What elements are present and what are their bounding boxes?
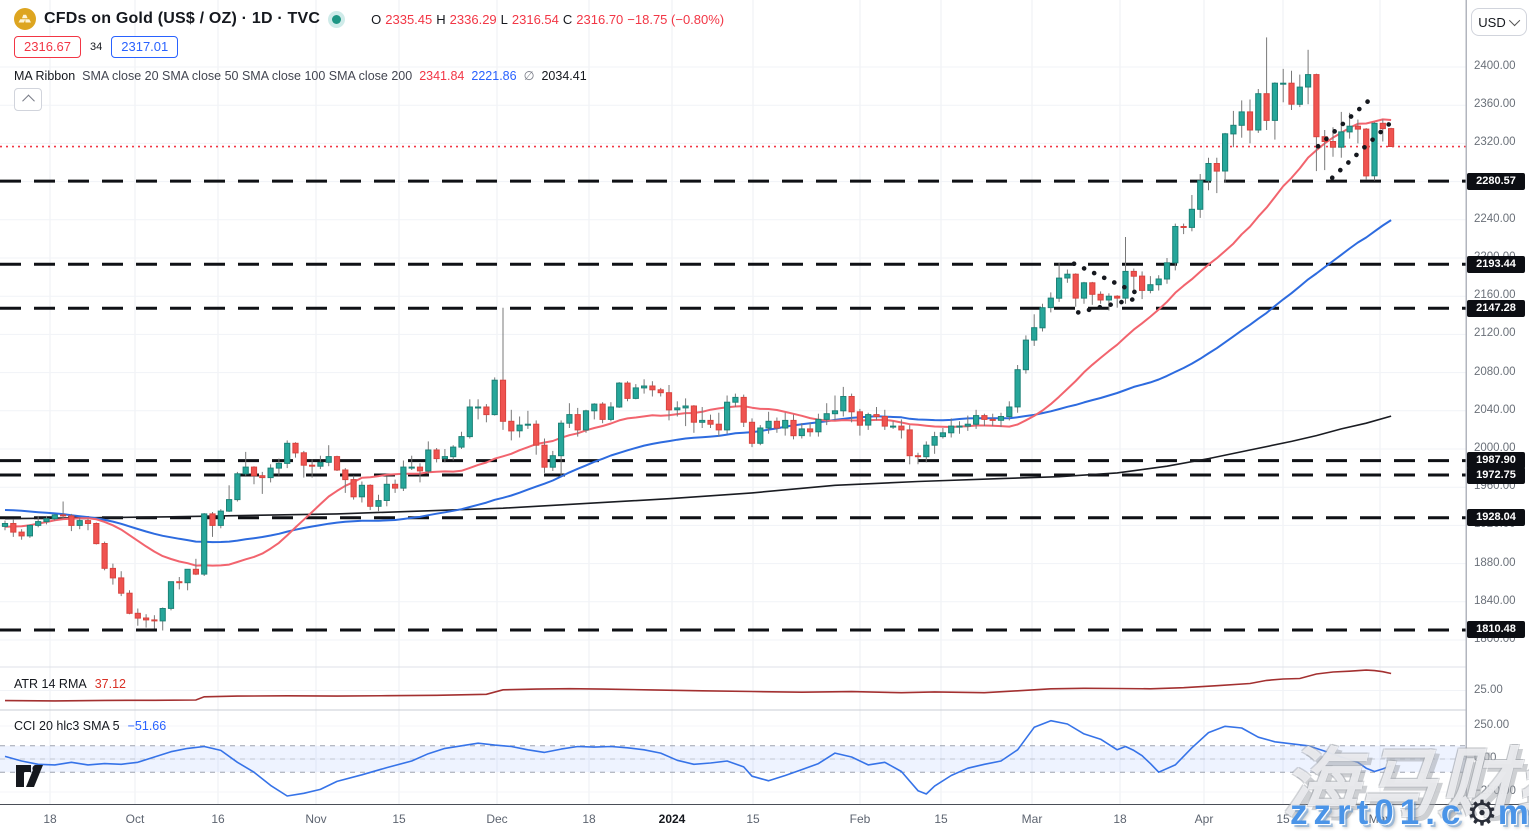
time-axis-label: Apr [1194,812,1214,826]
cci-axis-label: 250.00 [1474,719,1510,731]
sma20-value: 2341.84 [419,68,465,83]
price-axis[interactable]: 2400.002360.002320.002240.002200.002160.… [1466,0,1529,832]
price-axis-label: 1840.00 [1474,594,1516,607]
symbol-header: CFDs on Gold (US$ / OZ) · 1D · TVC O 2335… [14,8,724,30]
close-value: 2316.70 [576,11,624,27]
price-axis-label: 2320.00 [1474,136,1516,149]
price-level-badge: 2147.28 [1467,299,1525,317]
price-axis-label: 2040.00 [1474,403,1516,416]
atr-label: ATR 14 RMA [14,677,87,691]
sma-hidden-symbol: ∅ [523,69,535,83]
atr-axis-label: 25.00 [1474,683,1503,696]
ma-ribbon-params: SMA close 20 SMA close 50 SMA close 100 … [82,68,413,83]
chevron-up-icon [21,94,35,108]
buy-button[interactable]: 2317.01 [111,36,179,58]
price-axis-label: 1880.00 [1474,556,1516,569]
price-level-badge: 2280.57 [1467,172,1525,190]
low-label: L [500,11,508,27]
sma-black-value: 2034.41 [541,68,587,83]
close-label: C [562,11,573,27]
price-axis-label: 2240.00 [1474,212,1516,225]
time-axis-label: 15 [1276,812,1290,826]
time-axis[interactable]: 18 Oct 16 Nov 15 Dec 18 2024 15 Feb 15 Mar 18 Apr 15 Ma… [0,804,1529,832]
open-label: O [371,11,382,27]
time-axis-label: 15 [746,812,760,826]
spread-value: 34 [90,41,103,53]
time-axis-label: 15 [392,812,406,826]
chevron-down-icon [1508,14,1520,27]
time-axis-label: Mar [1021,812,1043,826]
price-axis-label: 2360.00 [1474,98,1516,111]
gear-icon: ⚙ [1466,794,1498,832]
cci-label: CCI 20 hlc3 SMA 5 [14,719,120,733]
price-axis-label: 2120.00 [1474,327,1516,340]
quote-panel: 2316.67 34 2317.01 [14,36,179,58]
ohlc-values: O 2335.45 H 2336.29 L 2316.54 C 2316.70 −18.… [371,12,724,27]
price-level-badge: 1972.75 [1467,466,1525,484]
currency-dropdown[interactable]: USD [1471,8,1527,36]
cci-value: −51.66 [127,719,167,733]
price-axis-label: 2160.00 [1474,289,1516,302]
time-axis-label: 16 [211,812,225,826]
low-value: 2316.54 [511,11,559,27]
time-axis-label: 18 [582,812,596,826]
high-label: H [436,11,446,27]
price-level-badge: 1810.48 [1467,621,1525,639]
cci-legend[interactable]: CCI 20 hlc3 SMA 5 −51.66 [14,719,166,733]
time-axis-label: 2024 [658,812,686,826]
ma-ribbon-title: MA Ribbon [14,68,76,83]
time-axis-label: May [1368,812,1392,826]
price-level-badge: 1928.04 [1467,509,1525,527]
atr-legend[interactable]: ATR 14 RMA 37.12 [14,677,126,691]
change-value: −18.75 (−0.80%) [627,11,725,27]
atr-value: 37.12 [94,677,126,691]
time-axis-label: 15 [934,812,948,826]
sma50-value: 2221.86 [471,68,517,83]
time-axis-label: 18 [43,812,57,826]
open-value: 2335.45 [385,11,433,27]
currency-label: USD [1478,14,1506,30]
time-axis-label: Feb [849,812,871,826]
high-value: 2336.29 [449,11,497,27]
price-axis-label: 2000.00 [1474,442,1516,454]
price-axis-label: 2400.00 [1474,60,1516,72]
time-axis-label: Nov [305,812,327,826]
sell-button[interactable]: 2316.67 [14,36,81,58]
time-axis-label: Oct [125,812,145,826]
collapse-legend-button[interactable] [14,88,42,111]
market-status-dot[interactable] [328,10,346,28]
symbol-title[interactable]: CFDs on Gold (US$ / OZ) · 1D · TVC [44,10,321,27]
price-axis-label: 2080.00 [1474,365,1516,378]
ma-ribbon-legend[interactable]: MA Ribbon SMA close 20 SMA close 50 SMA … [14,68,587,84]
watermark-site: zzrt01.c⚙m [1290,793,1529,832]
time-axis-label: Dec [486,812,508,826]
tradingview-logo[interactable] [14,762,48,795]
watermark-cjk: 海马财经 [1282,742,1529,827]
price-level-badge: 2193.44 [1467,255,1525,273]
time-axis-label: 18 [1113,812,1127,826]
cci-axis-label: −250.00 [1474,785,1516,797]
price-level-badge: 1987.90 [1467,452,1525,470]
gold-coin-icon [14,8,36,30]
cci-axis-label: 0.00 [1474,752,1497,764]
